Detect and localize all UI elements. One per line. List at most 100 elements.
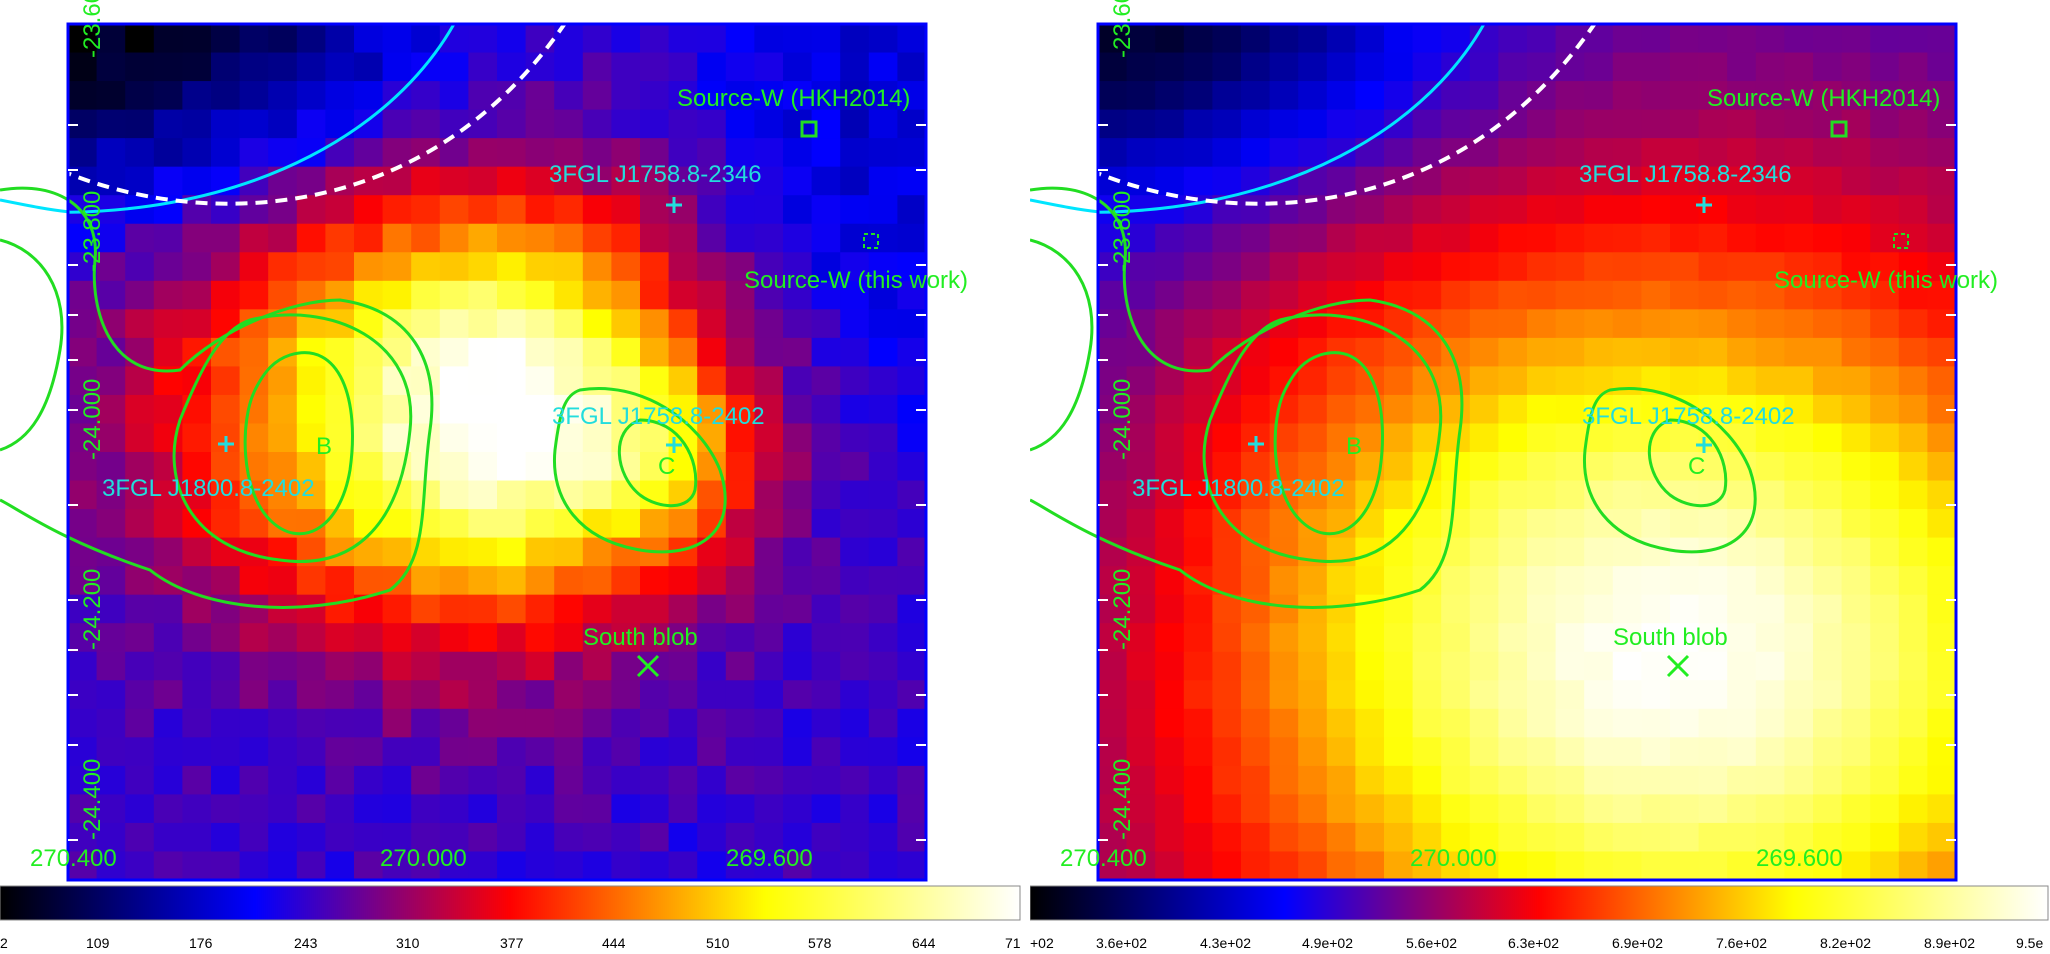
heatmap-pixel — [868, 537, 898, 567]
heatmap-pixel — [411, 309, 441, 339]
heatmap-pixel — [497, 623, 527, 653]
heatmap-pixel — [811, 138, 841, 168]
heatmap-pixel — [868, 794, 898, 824]
heatmap-pixel — [554, 509, 584, 539]
heatmap-pixel — [1326, 423, 1356, 453]
heatmap-pixel — [1527, 651, 1557, 681]
heatmap-pixel — [1698, 594, 1728, 624]
heatmap-pixel — [1384, 651, 1414, 681]
heatmap-pixel — [1212, 166, 1242, 196]
heatmap-pixel — [1612, 765, 1642, 795]
heatmap-pixel — [897, 708, 926, 738]
heatmap-pixel — [754, 509, 784, 539]
heatmap-pixel — [783, 109, 813, 139]
heatmap-pixel — [182, 509, 212, 539]
heatmap-pixel — [697, 366, 727, 396]
heatmap-pixel — [1898, 81, 1928, 111]
heatmap-pixel — [1612, 594, 1642, 624]
heatmap-pixel — [1241, 623, 1271, 653]
heatmap-pixel — [1784, 566, 1814, 596]
heatmap-pixel — [1698, 81, 1728, 111]
heatmap-pixel — [525, 794, 555, 824]
heatmap-pixel — [153, 252, 183, 282]
colorbar-tick-label: 7.6e+02 — [1716, 935, 1767, 951]
heatmap-pixel — [554, 52, 584, 82]
heatmap-pixel — [640, 452, 670, 482]
heatmap-pixel — [497, 765, 527, 795]
heatmap-pixel — [1584, 81, 1614, 111]
heatmap-pixel — [354, 309, 384, 339]
heatmap-pixel — [1670, 24, 1700, 54]
heatmap-pixel — [611, 480, 641, 510]
heatmap-pixel — [725, 195, 755, 225]
heatmap-pixel — [1755, 394, 1785, 425]
heatmap-pixel — [1212, 280, 1242, 310]
heatmap-pixel — [1555, 309, 1585, 339]
heatmap-pixel — [239, 52, 269, 82]
heatmap-pixel — [697, 52, 727, 82]
heatmap-pixel — [1898, 252, 1928, 282]
heatmap-pixel — [1898, 394, 1928, 425]
heatmap-pixel — [1813, 765, 1843, 795]
heatmap-pixel — [439, 680, 469, 710]
heatmap-pixel — [1584, 509, 1614, 539]
heatmap-pixel — [868, 52, 898, 82]
dec-tick-label: -24.000 — [79, 379, 106, 460]
heatmap-pixel — [1755, 138, 1785, 168]
heatmap-pixel — [554, 794, 584, 824]
heatmap-pixel — [640, 337, 670, 367]
heatmap-pixel — [783, 594, 813, 624]
heatmap-pixel — [754, 594, 784, 624]
heatmap-pixel — [554, 623, 584, 653]
heatmap-pixel — [582, 223, 612, 253]
heatmap-pixel — [1155, 509, 1185, 539]
heatmap-pixel — [1841, 452, 1871, 482]
heatmap-pixel — [1298, 252, 1328, 282]
heatmap-pixel — [1384, 252, 1414, 282]
heatmap-pixel — [1527, 594, 1557, 624]
heatmap-pixel — [1527, 851, 1557, 880]
heatmap-pixel — [1527, 822, 1557, 853]
heatmap-pixel — [1384, 480, 1414, 510]
heatmap-pixel — [1355, 765, 1385, 795]
heatmap-pixel — [1241, 765, 1271, 795]
heatmap-pixel — [468, 509, 498, 539]
heatmap-pixel — [1326, 138, 1356, 168]
heatmap-pixel — [783, 822, 813, 853]
heatmap-pixel — [811, 594, 841, 624]
heatmap-pixel — [68, 452, 98, 482]
heatmap-pixel — [382, 52, 412, 82]
heatmap-pixel — [1813, 423, 1843, 453]
heatmap-pixel — [668, 109, 698, 139]
heatmap-pixel — [211, 109, 241, 139]
heatmap-pixel — [153, 166, 183, 196]
heatmap-pixel — [1298, 651, 1328, 681]
heatmap-pixel — [211, 52, 241, 82]
heatmap-pixel — [1641, 24, 1671, 54]
heatmap-pixel — [1727, 822, 1757, 853]
heatmap-pixel — [468, 166, 498, 196]
heatmap-pixel — [697, 566, 727, 596]
heatmap-pixel — [1212, 423, 1242, 453]
heatmap-pixel — [354, 708, 384, 738]
heatmap-pixel — [611, 566, 641, 596]
source-w-hkh-marker — [800, 120, 818, 138]
heatmap-pixel — [439, 81, 469, 111]
heatmap-pixel — [439, 337, 469, 367]
heatmap-pixel — [1355, 52, 1385, 82]
heatmap-pixel — [1841, 81, 1871, 111]
heatmap-pixel — [611, 223, 641, 253]
heatmap-pixel — [582, 822, 612, 853]
heatmap-pixel — [1584, 309, 1614, 339]
heatmap-pixel — [354, 337, 384, 367]
heatmap-pixel — [239, 737, 269, 767]
heatmap-pixel — [1126, 708, 1156, 738]
heatmap-pixel — [125, 309, 155, 339]
heatmap-pixel — [1498, 195, 1528, 225]
heatmap-pixel — [897, 452, 926, 482]
heatmap-pixel — [1641, 337, 1671, 367]
heatmap-pixel — [1441, 794, 1471, 824]
colorbar-tick-label: 510 — [706, 935, 730, 951]
heatmap-pixel — [382, 138, 412, 168]
heatmap-pixel — [1384, 737, 1414, 767]
